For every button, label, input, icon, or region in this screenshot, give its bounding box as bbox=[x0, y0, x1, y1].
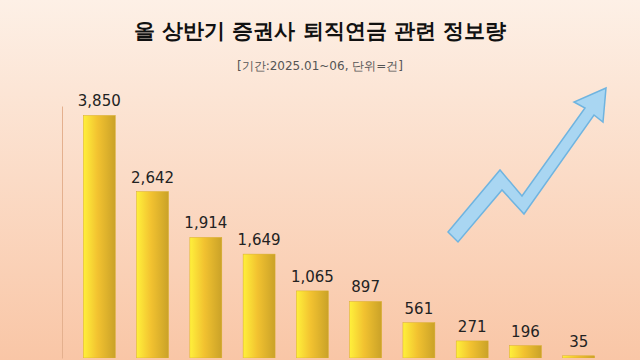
bar bbox=[296, 291, 328, 358]
data-label: 1,065 bbox=[291, 268, 334, 286]
y-axis-line bbox=[62, 107, 63, 359]
bar bbox=[509, 346, 541, 358]
data-label: 35 bbox=[569, 333, 588, 351]
data-label: 196 bbox=[511, 323, 540, 341]
data-label: 1,914 bbox=[184, 214, 227, 232]
data-label: 1,649 bbox=[238, 231, 281, 249]
bar bbox=[403, 323, 435, 358]
bar bbox=[243, 254, 275, 358]
arrow-illustration bbox=[448, 88, 606, 242]
decoration bbox=[448, 88, 606, 242]
chart: 올 상반기 증권사 퇴직연금 관련 정보량 [기간:2025.01~06, 단위=… bbox=[0, 0, 640, 360]
bar bbox=[456, 341, 488, 358]
data-label: 561 bbox=[405, 300, 434, 318]
subtitle: [기간:2025.01~06, 단위=건] bbox=[237, 59, 403, 73]
data-label: 2,642 bbox=[131, 169, 174, 187]
data-label: 271 bbox=[458, 318, 487, 336]
bar bbox=[350, 301, 382, 358]
bar bbox=[563, 356, 595, 358]
data-label: 3,850 bbox=[78, 92, 121, 110]
bar bbox=[190, 237, 222, 358]
data-labels: 3,850 2,642 1,914 1,649 1,065 897 561 271 196 35 bbox=[78, 92, 588, 350]
background bbox=[0, 0, 640, 360]
title: 올 상반기 증권사 퇴직연금 관련 정보량 bbox=[134, 19, 507, 43]
bars bbox=[83, 115, 594, 358]
bar bbox=[137, 192, 169, 358]
data-label: 897 bbox=[351, 278, 380, 296]
bar bbox=[83, 115, 115, 358]
y-axis bbox=[62, 107, 63, 359]
